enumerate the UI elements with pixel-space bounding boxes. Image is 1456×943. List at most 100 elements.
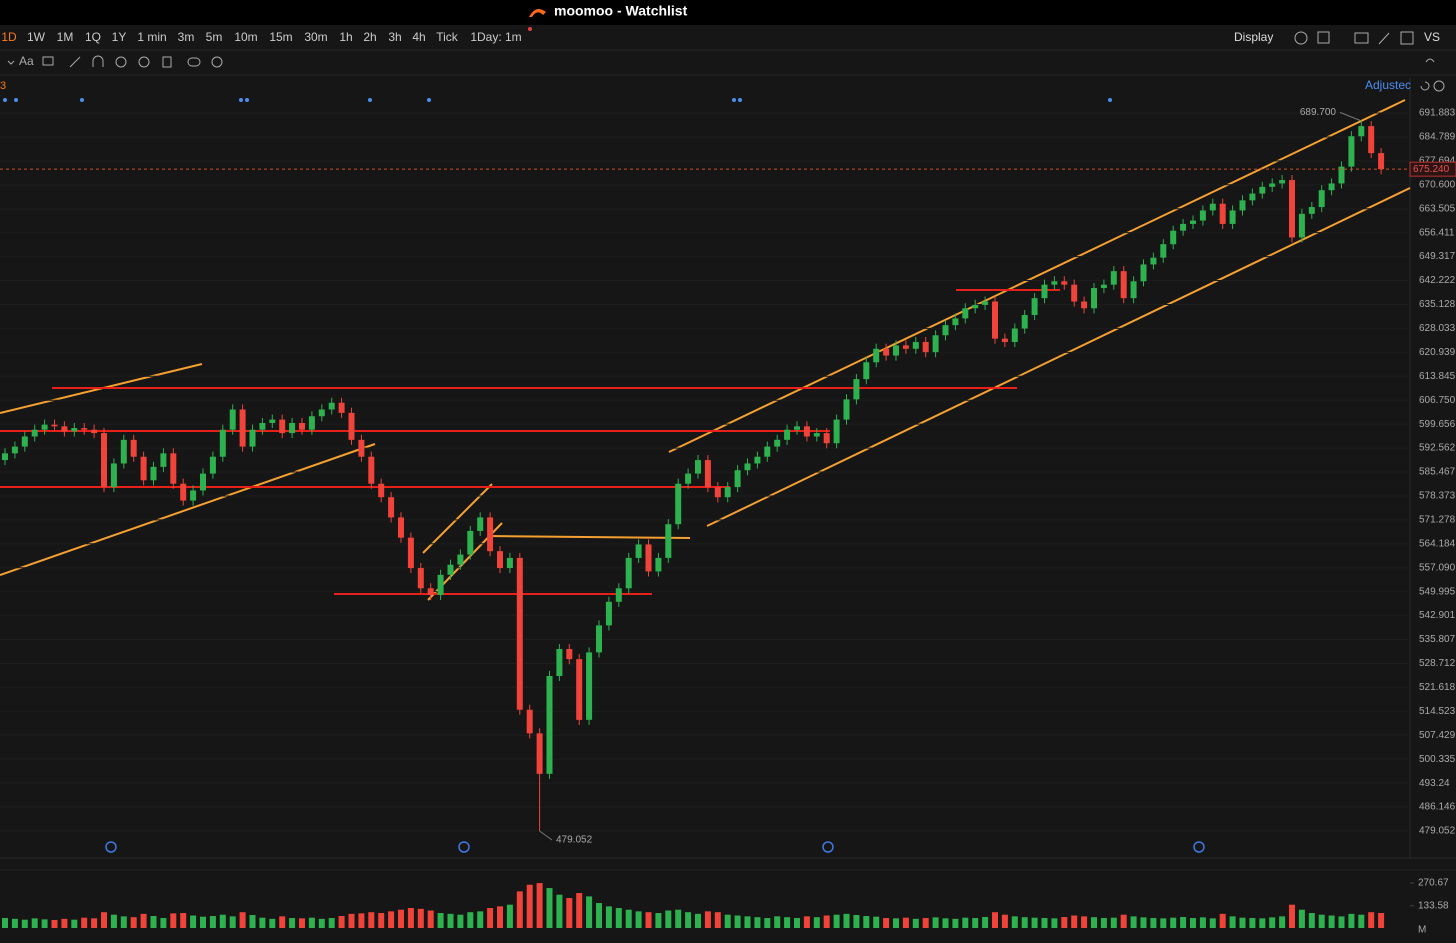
low-annotation: 479.052	[556, 835, 593, 846]
interval-button[interactable]: 5m	[206, 30, 223, 44]
volume-bar	[388, 911, 395, 928]
candle-body	[190, 490, 197, 501]
candle-body	[71, 428, 78, 432]
candle-body	[437, 574, 444, 596]
volume-bar	[239, 912, 246, 928]
volume-bar	[249, 915, 256, 928]
candle-body	[1031, 298, 1038, 316]
y-tick-label: 479.052	[1419, 826, 1456, 837]
interval-button[interactable]: 1h	[339, 30, 352, 44]
volume-bar	[130, 917, 137, 928]
volume-bar	[51, 920, 58, 928]
candle-body	[586, 652, 593, 720]
interval-button[interactable]: 1Q	[85, 30, 101, 44]
volume-bar	[853, 915, 860, 928]
candle-body	[724, 487, 731, 498]
interval-button[interactable]: 1 min	[137, 30, 166, 44]
candle-body	[1298, 213, 1305, 238]
candle-body	[130, 439, 137, 457]
candle-body	[289, 422, 296, 434]
volume-bar	[1021, 917, 1028, 928]
volume-bar	[229, 916, 236, 928]
candle-body	[457, 554, 464, 565]
interval-button[interactable]: 1M	[57, 30, 74, 44]
compare-button[interactable]: VS	[1424, 30, 1440, 44]
y-tick-label: 571.278	[1419, 515, 1456, 526]
y-tick-label: 557.090	[1419, 562, 1456, 573]
interval-button[interactable]: Tick	[436, 30, 459, 44]
volume-bar	[11, 918, 18, 928]
candle-body	[952, 318, 959, 326]
interval-button[interactable]: 4h	[412, 30, 425, 44]
volume-bar	[467, 912, 474, 928]
volume-bar	[695, 913, 701, 928]
volume-bar	[140, 913, 147, 928]
candle-body	[556, 649, 563, 676]
candle-body	[1358, 126, 1365, 137]
high-annotation: 689.700	[1300, 107, 1337, 118]
volume-bar	[566, 898, 573, 928]
volume-bar	[1338, 916, 1345, 928]
candle-body	[170, 453, 177, 484]
volume-bar	[1308, 913, 1315, 928]
volume-bar	[1289, 904, 1295, 928]
interval-button[interactable]: 30m	[304, 30, 327, 44]
candle-body	[774, 439, 781, 447]
volume-bar	[1259, 918, 1266, 928]
volume-bar	[546, 888, 553, 928]
candle-body	[912, 342, 919, 349]
low-annotation-line	[539, 830, 553, 841]
volume-bar	[724, 914, 731, 928]
volume-bar	[675, 909, 682, 928]
volume-bar	[784, 917, 791, 928]
volume-unit: M	[1418, 925, 1426, 936]
interval-button[interactable]: 3h	[388, 30, 401, 44]
volume-bar	[1318, 914, 1325, 928]
candle-body	[447, 564, 454, 575]
y-tick-label: 635.128	[1419, 299, 1456, 310]
interval-button[interactable]: 15m	[269, 30, 292, 44]
volume-bar	[1160, 918, 1167, 928]
interval-button[interactable]: 2h	[363, 30, 376, 44]
interval-button[interactable]: 1D	[1, 30, 17, 44]
volume-bar	[1120, 914, 1127, 928]
interval-button[interactable]: 10m	[234, 30, 257, 44]
volume-bar	[120, 916, 127, 928]
volume-bar	[605, 906, 612, 928]
interval-button[interactable]: 1Y	[112, 30, 127, 44]
display-button[interactable]: Display	[1234, 30, 1273, 44]
volume-bar	[813, 917, 820, 928]
volume-bar	[21, 919, 28, 928]
volume-bar	[269, 918, 276, 928]
adjust-label[interactable]: Adjustec	[1365, 78, 1411, 92]
volume-bar	[843, 913, 850, 928]
volume-bar	[1130, 916, 1137, 928]
candle-body	[1269, 183, 1276, 187]
volume-bar	[962, 917, 969, 928]
candle-body	[1130, 281, 1137, 299]
volume-bar	[1170, 917, 1177, 928]
candle-body	[1100, 284, 1107, 289]
candle-body	[338, 402, 345, 413]
volume-tick-label: 133.58	[1418, 900, 1449, 911]
candle-body	[1368, 126, 1375, 154]
volume-bar	[586, 896, 593, 928]
candle-body	[1140, 264, 1147, 282]
candle-body	[81, 428, 88, 430]
candle-body	[328, 402, 335, 410]
interval-button[interactable]: 1Day: 1m	[470, 30, 521, 44]
y-tick-label: 493.24	[1419, 778, 1450, 789]
candle-body	[209, 456, 216, 474]
candle-body	[1249, 193, 1256, 201]
volume-bar	[506, 904, 513, 928]
volume-bar	[31, 918, 38, 928]
y-tick-label: 521.618	[1419, 682, 1456, 693]
candle-body	[427, 588, 434, 596]
interval-button[interactable]: 3m	[178, 30, 195, 44]
volume-bar	[437, 913, 444, 928]
interval-button[interactable]: 1W	[27, 30, 46, 44]
text-tool[interactable]: Aa	[19, 54, 34, 68]
volume-bar	[734, 915, 741, 928]
volume-bar	[1001, 914, 1008, 928]
volume-bar	[487, 908, 494, 928]
